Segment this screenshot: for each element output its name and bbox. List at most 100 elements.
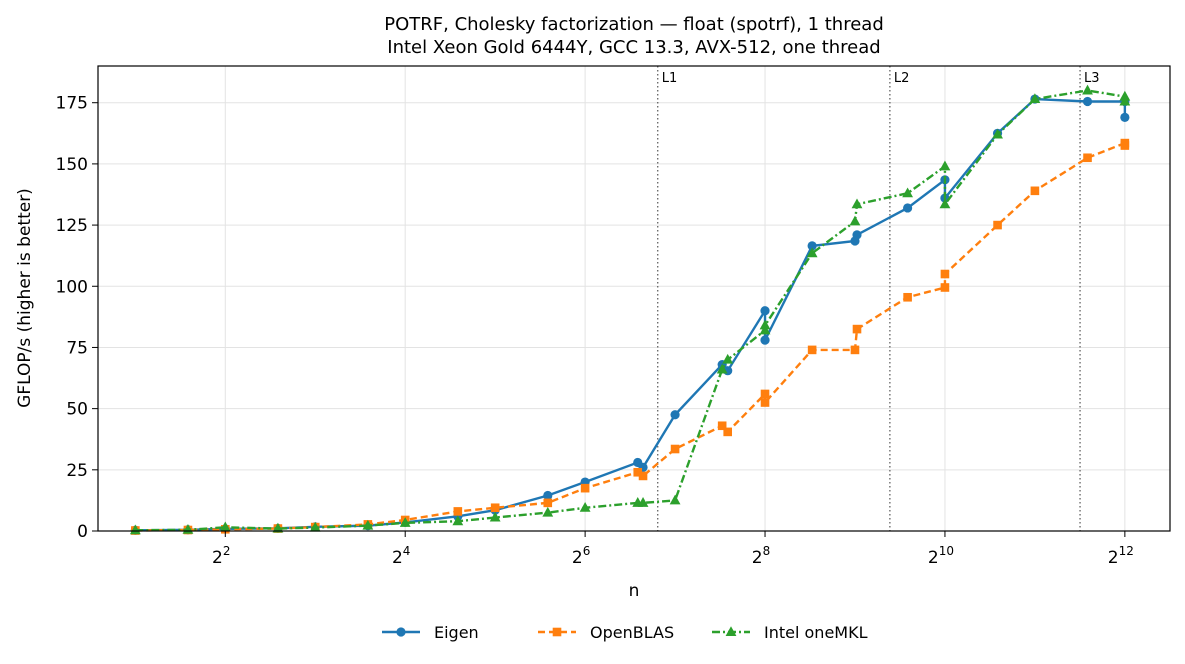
x-tick-label-base: 2 bbox=[392, 548, 403, 568]
legend-marker bbox=[396, 627, 406, 637]
data-point bbox=[362, 519, 374, 530]
y-axis-label: GFLOP/s (higher is better) bbox=[15, 188, 35, 408]
data-point bbox=[940, 283, 950, 292]
y-tick-label: 75 bbox=[66, 338, 88, 358]
data-point bbox=[903, 203, 913, 213]
series-line bbox=[135, 89, 1127, 532]
data-point bbox=[543, 490, 553, 501]
series-openblas bbox=[131, 138, 1130, 535]
data-point bbox=[851, 198, 863, 209]
data-point bbox=[129, 524, 141, 535]
cache-level-markers: L1 L2 L3 bbox=[657, 66, 1100, 531]
data-point bbox=[717, 421, 727, 431]
chart-subtitle: Intel Xeon Gold 6444Y, GCC 13.3, AVX-512… bbox=[387, 37, 880, 58]
x-tick-label: 24 bbox=[392, 544, 410, 568]
data-point bbox=[940, 269, 950, 279]
x-tick-label-base: 2 bbox=[212, 548, 223, 568]
data-point bbox=[637, 497, 649, 507]
data-point bbox=[760, 389, 770, 399]
data-point bbox=[852, 230, 862, 240]
legend-label: Intel oneMKL bbox=[764, 623, 868, 642]
data-point bbox=[716, 363, 728, 374]
data-point bbox=[939, 198, 951, 209]
data-point bbox=[852, 324, 862, 334]
data-point bbox=[670, 444, 680, 454]
data-point bbox=[490, 503, 500, 513]
y-tick-label: 150 bbox=[56, 155, 88, 175]
x-tick-label-exponent: 4 bbox=[403, 544, 411, 558]
cache-line-label: L3 bbox=[1084, 71, 1100, 86]
data-point bbox=[1029, 93, 1041, 104]
data-point bbox=[902, 187, 914, 198]
data-point bbox=[633, 467, 643, 477]
data-point bbox=[806, 247, 818, 258]
data-point bbox=[807, 241, 817, 251]
y-tick-label: 125 bbox=[56, 216, 88, 236]
y-axis-ticks: 0 25 50 75 100 125 150 175 bbox=[56, 94, 98, 542]
data-point bbox=[1119, 95, 1131, 106]
x-tick-label-base: 2 bbox=[1108, 548, 1119, 568]
data-point bbox=[903, 292, 912, 302]
data-point bbox=[993, 220, 1002, 230]
data-point bbox=[939, 160, 951, 171]
legend-label: OpenBLAS bbox=[590, 623, 674, 642]
data-point bbox=[760, 398, 770, 407]
x-tick-label-exponent: 10 bbox=[939, 544, 954, 558]
data-point bbox=[399, 517, 411, 527]
x-tick-label: 28 bbox=[752, 544, 770, 568]
series-layer bbox=[129, 84, 1131, 535]
data-point bbox=[219, 521, 231, 532]
data-point bbox=[543, 498, 553, 508]
data-point bbox=[453, 507, 463, 516]
data-point bbox=[760, 335, 770, 345]
x-tick-label-exponent: 8 bbox=[763, 544, 771, 558]
data-point bbox=[579, 501, 591, 512]
cache-line-label: L2 bbox=[894, 71, 910, 86]
legend-marker bbox=[725, 626, 737, 636]
data-point bbox=[807, 345, 817, 355]
legend-item: Eigen bbox=[382, 623, 479, 642]
y-tick-label: 100 bbox=[56, 277, 88, 297]
data-point bbox=[489, 511, 501, 522]
chart-title: POTRF, Cholesky factorization — float (s… bbox=[384, 14, 884, 35]
x-tick-label: 210 bbox=[928, 544, 954, 568]
data-point bbox=[1120, 112, 1130, 122]
x-tick-label-base: 2 bbox=[928, 548, 939, 568]
data-point bbox=[1083, 153, 1092, 163]
data-point bbox=[580, 483, 590, 493]
data-point bbox=[849, 215, 861, 226]
data-point bbox=[309, 521, 321, 532]
series-eigen bbox=[130, 94, 1130, 535]
x-axis-label: n bbox=[629, 581, 640, 601]
legend-item: OpenBLAS bbox=[538, 623, 674, 642]
x-tick-label-exponent: 6 bbox=[583, 544, 591, 558]
legend-marker bbox=[552, 627, 562, 637]
x-tick-label-base: 2 bbox=[752, 548, 763, 568]
legend-item: Intel oneMKL bbox=[712, 623, 868, 642]
data-point bbox=[638, 471, 648, 481]
data-point bbox=[1082, 96, 1093, 107]
data-point bbox=[992, 128, 1003, 139]
data-point bbox=[1030, 186, 1040, 196]
data-point bbox=[760, 306, 770, 316]
y-tick-label: 175 bbox=[56, 94, 88, 114]
cache-line-label: L1 bbox=[662, 71, 678, 86]
x-tick-label: 212 bbox=[1108, 544, 1134, 568]
y-tick-label: 50 bbox=[66, 400, 88, 420]
y-tick-label: 25 bbox=[66, 461, 88, 481]
x-tick-label: 22 bbox=[212, 544, 230, 568]
x-tick-label: 26 bbox=[572, 544, 590, 568]
data-point bbox=[542, 506, 554, 517]
data-point bbox=[452, 515, 464, 526]
data-point bbox=[722, 353, 734, 364]
y-tick-label: 0 bbox=[77, 522, 88, 542]
data-point bbox=[1082, 84, 1093, 95]
data-point bbox=[759, 319, 771, 330]
plot-frame bbox=[97, 65, 1171, 532]
data-point bbox=[850, 345, 860, 355]
x-axis-ticks: 22 24 26 28 210 212 bbox=[212, 531, 1134, 568]
x-tick-label-base: 2 bbox=[572, 548, 583, 568]
data-point bbox=[670, 410, 680, 420]
legend: Eigen OpenBLAS Intel oneMKL bbox=[382, 623, 868, 642]
